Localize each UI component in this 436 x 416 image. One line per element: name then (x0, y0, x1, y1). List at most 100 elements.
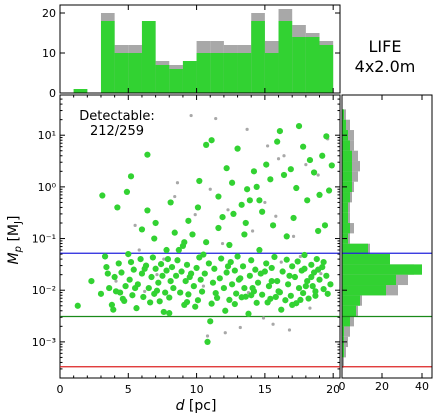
top-hist-bar-detected (196, 53, 211, 93)
detected-point (144, 151, 151, 158)
detected-point (274, 278, 281, 285)
y-axis-var-sub: p (13, 246, 24, 253)
detectable-count: 212/259 (90, 124, 144, 139)
y-tick-label: 10⁻² (32, 284, 56, 297)
nondetected-point (266, 144, 270, 148)
detected-point (112, 288, 120, 295)
top-hist-bar-detected (182, 61, 197, 93)
detected-point (133, 305, 140, 312)
detected-point (256, 197, 263, 204)
detected-point (182, 278, 189, 285)
nondetected-point (245, 127, 249, 131)
detected-point (283, 256, 290, 263)
detected-point (205, 260, 212, 267)
top-hist-bar-detected (237, 53, 252, 93)
detected-point (167, 199, 174, 206)
detected-point (192, 303, 199, 310)
detected-point (194, 204, 202, 211)
detected-point (149, 254, 156, 261)
detected-point (164, 256, 172, 263)
detected-point (115, 260, 122, 267)
detected-point (138, 270, 146, 277)
detected-point (242, 219, 249, 227)
nondetected-point (205, 334, 210, 338)
nondetected-point (304, 162, 308, 167)
detected-point (152, 265, 159, 272)
detected-point (111, 273, 118, 281)
detected-point (183, 298, 191, 306)
detected-point (226, 296, 233, 303)
top-hist-bar-detected (292, 37, 306, 93)
detected-point (207, 318, 214, 325)
detected-point (241, 231, 248, 238)
nondetected-point (208, 187, 212, 191)
detected-point (321, 222, 329, 229)
nondetected-point (201, 284, 206, 288)
detected-point (263, 161, 270, 168)
detected-point (268, 264, 275, 272)
detected-point (177, 289, 184, 296)
nondetected-point (223, 331, 227, 335)
detected-point (238, 201, 245, 208)
nondetected-point (291, 234, 296, 239)
detected-point (268, 278, 275, 285)
detected-point (287, 292, 294, 299)
top-hist-bar-detected (223, 53, 238, 93)
top-hist-bar-detected (169, 69, 183, 93)
detected-point (305, 295, 312, 302)
right-hist-x-tick-label: 20 (375, 380, 389, 393)
detected-point (178, 268, 185, 275)
right-hist-bar-all (342, 326, 350, 337)
detected-point (253, 183, 260, 190)
nondetected-point (226, 208, 230, 212)
y-axis-var: M (6, 252, 22, 264)
nondetected-point (263, 200, 267, 205)
detected-point (99, 192, 106, 199)
detected-point (279, 268, 286, 275)
detected-point (306, 156, 314, 164)
detected-point (170, 284, 177, 292)
detected-point (209, 279, 217, 286)
detected-point (327, 281, 334, 288)
detected-point (152, 219, 159, 227)
nondetected-point (133, 223, 137, 227)
detected-point (74, 302, 81, 309)
x-tick-label: 0 (57, 383, 64, 396)
top-hist-bar-detected (251, 21, 265, 93)
detected-point (147, 299, 154, 306)
detected-point (204, 338, 211, 345)
detected-point (208, 137, 215, 144)
detected-point (323, 272, 330, 279)
detected-point (190, 283, 197, 290)
nondetected-point (308, 306, 312, 310)
detected-point (295, 123, 303, 130)
top-hist-y-tick-label: 0 (49, 87, 56, 100)
detected-point (215, 224, 222, 232)
detected-point (226, 241, 233, 249)
detected-point (108, 301, 116, 308)
detected-point (125, 250, 132, 258)
nondetected-point (298, 254, 302, 259)
detected-point (289, 263, 296, 270)
detected-point (286, 272, 293, 279)
detected-point (222, 307, 229, 314)
top-hist-bar-detected (141, 21, 156, 93)
detected-point (181, 239, 188, 246)
detected-point (325, 187, 333, 194)
top-hist-frame (59, 4, 341, 94)
detected-point (114, 204, 121, 211)
detected-point (127, 259, 135, 266)
detected-point (197, 276, 204, 283)
detected-point (168, 264, 176, 271)
detected-point (294, 258, 301, 265)
detected-point (175, 246, 182, 254)
detected-point (301, 265, 308, 272)
detected-point (203, 141, 210, 148)
detected-point (271, 253, 278, 261)
detected-point (231, 300, 238, 308)
detected-point (295, 284, 303, 292)
top-hist-bar-detected (210, 53, 224, 93)
top-hist-y-tick-label: 20 (42, 7, 56, 20)
nondetected-point (220, 241, 225, 246)
